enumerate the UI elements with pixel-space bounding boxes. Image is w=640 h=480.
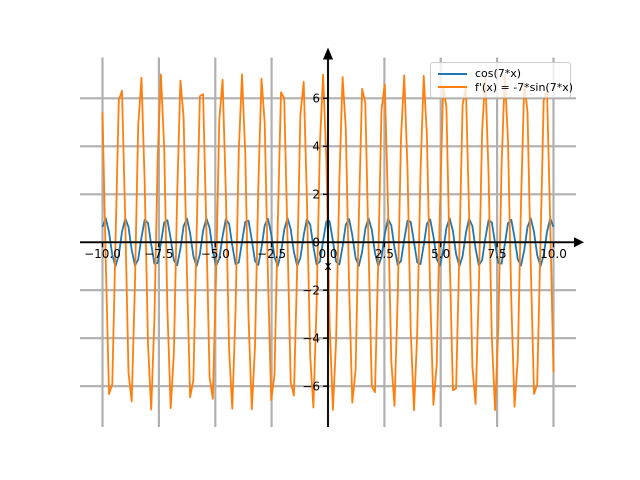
y-tick-label: 2 xyxy=(312,188,320,202)
x-tick-label: −2.5 xyxy=(257,247,286,261)
y-axis-arrow xyxy=(323,47,333,60)
y-tick-label: 4 xyxy=(312,140,320,154)
x-tick-label: −5.0 xyxy=(201,247,230,261)
legend-label-derivative: f'(x) = -7*sin(7*x) xyxy=(475,80,574,94)
y-tick-label: −2 xyxy=(302,283,320,297)
x-tick-label: 0.0 xyxy=(318,247,337,261)
x-axis-label: x xyxy=(324,259,332,273)
x-tick-label: −10.0 xyxy=(84,247,121,261)
y-tick-label: 0 xyxy=(312,235,320,249)
legend-label-cos: cos(7*x) xyxy=(475,67,522,81)
x-tick-label: 2.5 xyxy=(375,247,394,261)
x-tick-label: 5.0 xyxy=(431,247,450,261)
x-tick-label: 10.0 xyxy=(540,247,567,261)
legend-item-derivative: f'(x) = -7*sin(7*x) xyxy=(438,81,573,95)
x-tick-label: 7.5 xyxy=(488,247,507,261)
legend: cos(7*x) f'(x) = -7*sin(7*x) xyxy=(430,62,573,98)
x-axis-arrow xyxy=(574,237,584,248)
y-tick-label: −4 xyxy=(302,331,320,345)
y-tick-label: 6 xyxy=(312,92,320,106)
legend-line-derivative xyxy=(438,86,467,89)
legend-item-cos: cos(7*x) xyxy=(438,67,563,81)
y-tick-label: −6 xyxy=(302,379,320,393)
x-tick-label: −7.5 xyxy=(144,247,173,261)
legend-line-cos xyxy=(438,72,467,75)
